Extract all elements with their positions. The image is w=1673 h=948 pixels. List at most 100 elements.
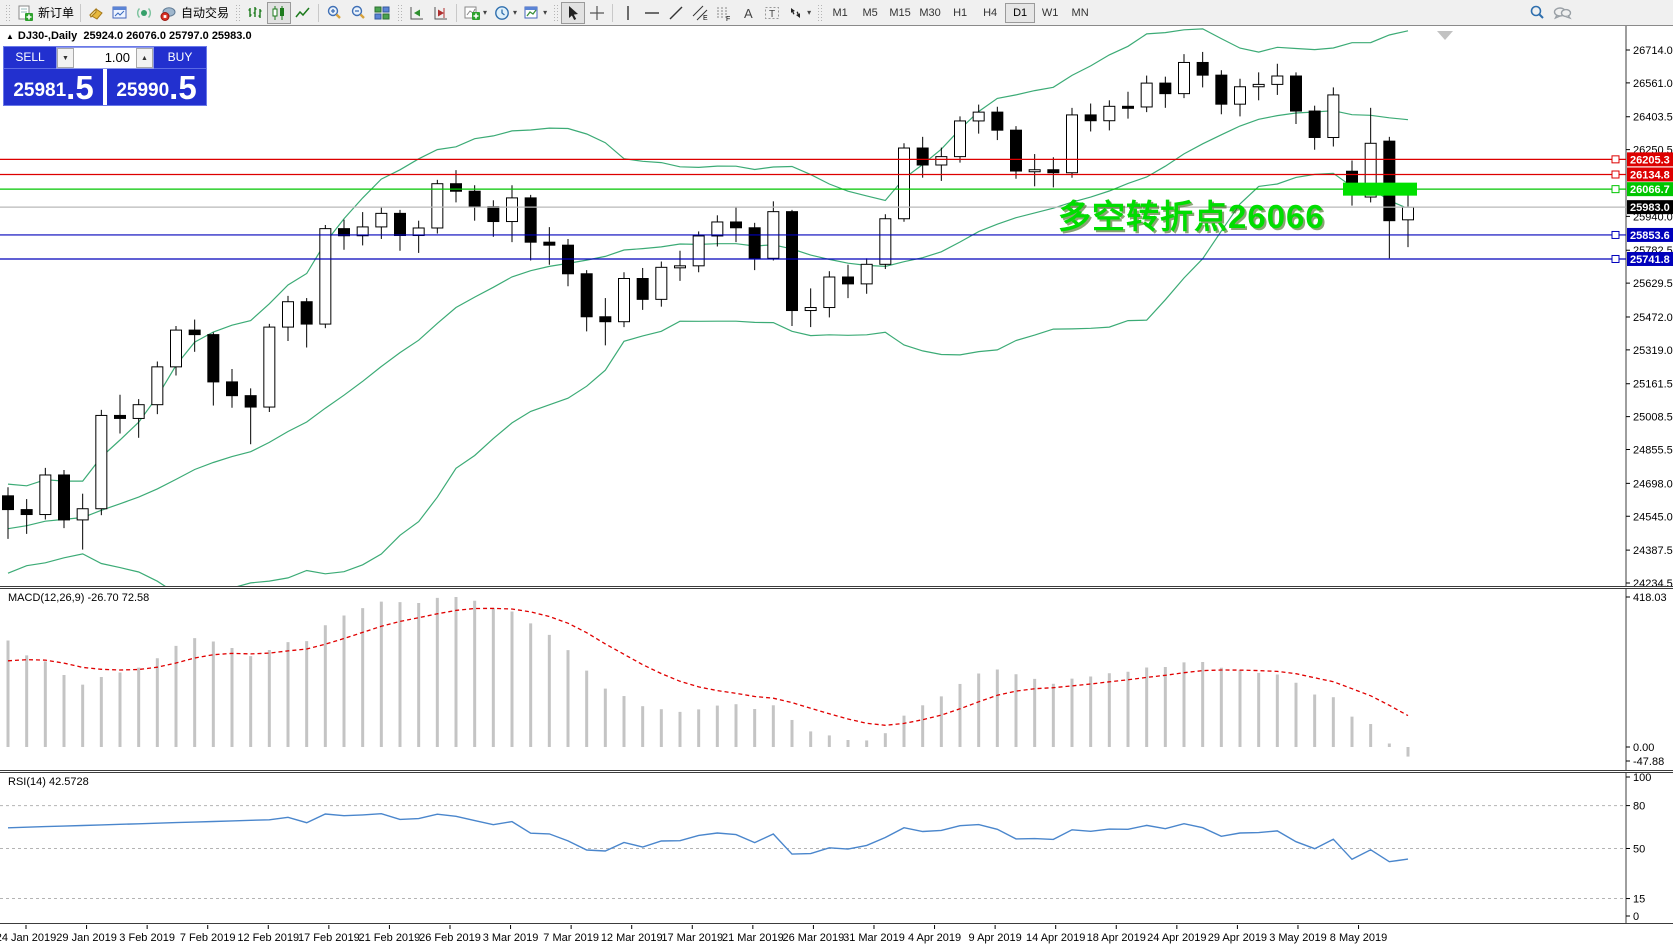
timeframe-button-W1[interactable]: W1 — [1041, 6, 1059, 19]
candle-body — [394, 212, 406, 237]
text-tool-button[interactable]: A — [736, 2, 760, 24]
fibonacci-tool-button[interactable]: F — [712, 2, 736, 24]
candle-body — [300, 301, 313, 325]
indicators-button[interactable]: ▾ — [460, 2, 490, 24]
cursor-tool-button[interactable] — [561, 1, 586, 24]
buy-price-display[interactable]: 25990.5 — [107, 69, 206, 105]
candle-body — [935, 156, 948, 166]
candle-body — [114, 414, 126, 419]
chart-shift-button[interactable] — [429, 2, 453, 24]
community-chat-button[interactable] — [1549, 2, 1575, 24]
time-axis-label: 17 Feb 2019 — [298, 932, 360, 944]
macd-signal-line — [7, 607, 1409, 726]
templates-button[interactable]: ▾ — [520, 2, 550, 24]
buy-price-fraction: .5 — [169, 69, 197, 106]
candlestick-chart-button[interactable] — [267, 1, 292, 24]
buy-button[interactable]: BUY — [154, 47, 206, 69]
pane-separator[interactable] — [0, 770, 1673, 773]
timeframe-button-M15[interactable]: M15 — [889, 6, 911, 19]
volume-decrease-button[interactable]: ▼ — [57, 48, 74, 68]
sell-price-main: 25981 — [13, 80, 67, 101]
autotrading-button[interactable]: 自动交易 — [156, 2, 232, 24]
candle-body — [916, 147, 929, 166]
collapse-arrow-icon[interactable]: ▲ — [6, 32, 14, 41]
data-window-button[interactable] — [132, 2, 156, 24]
rsi-pane[interactable]: RSI(14) 42.5728 100 80 50 15 0 — [0, 772, 1673, 923]
chart-annotation-text[interactable]: 多空转折点26066 — [1058, 198, 1325, 235]
chat-bubbles-icon — [1552, 4, 1572, 22]
chart-ohlc-values: 25924.0 26076.0 25797.0 25983.0 — [83, 30, 252, 42]
candle-body — [1066, 114, 1078, 174]
dropdown-arrow-icon: ▾ — [513, 8, 518, 17]
time-axis[interactable]: 24 Jan 2019 29 Jan 2019 3 Feb 2019 7 Feb 20… — [0, 925, 1673, 948]
candle-body — [468, 190, 481, 208]
toolbar: 新订单 自动交易 — [0, 0, 1673, 26]
crosshair-tool-button[interactable] — [585, 2, 609, 24]
template-icon — [523, 4, 541, 22]
auto-scroll-button[interactable] — [405, 2, 429, 24]
crosshair-icon — [588, 4, 606, 22]
arrows-icon — [787, 4, 805, 22]
candle-body — [674, 265, 686, 269]
time-axis-label: 26 Mar 2019 — [783, 932, 845, 944]
candle-body — [1290, 75, 1302, 112]
toolbar-drag-handle[interactable] — [5, 3, 10, 22]
horizontal-line-tool-button[interactable] — [640, 2, 664, 24]
zoom-in-button[interactable] — [322, 2, 346, 24]
horizontal-line-icon — [643, 4, 661, 22]
sell-price-display[interactable]: 25981.5 — [4, 69, 103, 105]
timeframe-button-H1[interactable]: H1 — [953, 6, 968, 19]
price-chart-pane[interactable]: ▲ DJ30-,Daily 25924.0 26076.0 25797.0 259… — [0, 26, 1673, 598]
candle-body — [506, 197, 518, 223]
time-axis-label: 12 Mar 2019 — [601, 932, 663, 944]
timeframe-button-M5[interactable]: M5 — [862, 6, 878, 19]
sell-button[interactable]: SELL — [4, 47, 56, 69]
market-watch-button[interactable] — [108, 2, 132, 24]
candle-body — [431, 183, 444, 229]
candle-body — [95, 414, 108, 510]
zoom-out-button[interactable] — [346, 2, 370, 24]
arrows-tool-button[interactable]: ▾ — [784, 2, 814, 24]
tile-windows-button[interactable] — [370, 2, 394, 24]
time-axis-label: 29 Apr 2019 — [1208, 932, 1267, 944]
dropdown-arrow-icon: ▾ — [807, 8, 812, 17]
volume-increase-button[interactable]: ▲ — [136, 48, 153, 68]
candle-body — [1215, 74, 1228, 105]
charts-button[interactable] — [84, 2, 108, 24]
candle-body — [1252, 83, 1265, 88]
price-axis-label: 25472.0 — [1633, 312, 1673, 324]
chart-symbol-title: DJ30-,Daily — [17, 30, 78, 42]
candle-body — [954, 120, 966, 158]
periods-button[interactable]: ▾ — [490, 2, 520, 24]
macd-pane[interactable]: MACD(12,26,9) -26.70 72.58 418.03 0.00 -47… — [0, 589, 1673, 770]
candle-body — [1383, 140, 1396, 222]
candle-body — [599, 316, 612, 323]
candle-body — [151, 366, 164, 406]
volume-value[interactable]: 1.00 — [104, 50, 130, 65]
candle-body — [244, 395, 257, 408]
bollinger-upper-band — [7, 28, 1409, 487]
pane-separator[interactable] — [0, 586, 1673, 589]
timeframe-button-H4[interactable]: H4 — [983, 6, 998, 19]
price-axis-label: 25629.5 — [1633, 278, 1673, 290]
line-chart-button[interactable] — [291, 2, 315, 24]
timeframe-button-MN[interactable]: MN — [1071, 6, 1089, 19]
time-axis-label: 12 Feb 2019 — [237, 932, 299, 944]
search-button[interactable] — [1525, 2, 1549, 24]
price-level-tag-text: 26066.7 — [1630, 184, 1670, 196]
autotrading-label: 自动交易 — [181, 6, 230, 20]
price-level-handle — [1611, 155, 1620, 164]
candle-body — [1178, 61, 1190, 95]
channel-tool-button[interactable]: E — [688, 2, 712, 24]
timeframe-button-M1[interactable]: M1 — [832, 6, 848, 19]
new-order-button[interactable]: 新订单 — [13, 2, 77, 24]
bar-chart-button[interactable] — [243, 2, 267, 24]
vertical-line-tool-button[interactable] — [616, 2, 640, 24]
candle-body — [76, 508, 89, 521]
trendline-tool-button[interactable] — [664, 2, 688, 24]
timeframe-button-M30[interactable]: M30 — [919, 6, 941, 19]
label-tool-button[interactable]: T — [760, 2, 784, 24]
candlestick-chart[interactable]: 26714.026561.026403.526250.525940.025782… — [0, 26, 1673, 598]
chart-shift-marker-icon[interactable] — [1437, 31, 1453, 40]
timeframe-button-D1[interactable]: D1 — [1005, 2, 1036, 23]
